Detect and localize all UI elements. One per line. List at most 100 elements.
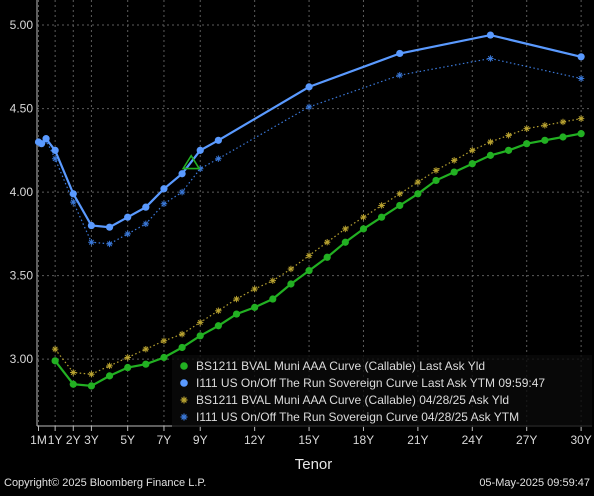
data-point: [323, 253, 331, 261]
series-line: [54, 118, 582, 375]
data-point: [87, 221, 96, 230]
data-point: [214, 322, 222, 330]
data-point: [577, 130, 585, 138]
triangle-marker-icon: [181, 154, 201, 170]
x-tick-label: 3Y: [84, 433, 99, 447]
data-point: [469, 147, 476, 154]
data-point: [486, 151, 495, 159]
data-point: [396, 190, 403, 197]
data-point: [142, 220, 150, 228]
timestamp-text: 05-May-2025 09:59:47: [479, 477, 590, 489]
data-point: [215, 307, 222, 314]
data-point: [37, 140, 46, 148]
data-point: [106, 240, 113, 248]
data-point: [378, 202, 385, 209]
x-tick-label: 21Y: [407, 433, 428, 447]
data-point: [504, 146, 513, 154]
data-point: [51, 146, 59, 154]
data-point: [414, 190, 422, 198]
data-point: [251, 285, 258, 293]
legend-marker: [180, 362, 188, 370]
data-point: [505, 132, 512, 139]
data-point: [396, 201, 404, 210]
data-point: [105, 223, 114, 231]
legend-box: [172, 355, 592, 427]
data-point: [105, 372, 114, 380]
data-point: [232, 310, 241, 318]
data-point: [69, 380, 77, 388]
series-line: [54, 132, 582, 388]
y-tick-label: 3.50: [10, 269, 34, 283]
data-point: [124, 213, 132, 221]
data-point: [88, 371, 95, 378]
data-point: [378, 213, 386, 221]
legend-entry: BS1211 BVAL Muni AAA Curve (Callable) La…: [196, 359, 485, 373]
x-tick-label: 2Y: [66, 433, 81, 447]
data-point: [142, 203, 150, 211]
data-point: [124, 363, 132, 372]
x-tick-label: 30Y: [570, 433, 591, 447]
data-point: [487, 55, 494, 62]
data-point: [178, 170, 186, 178]
data-point: [487, 138, 494, 146]
data-point: [342, 225, 349, 233]
data-point: [70, 369, 77, 376]
data-point: [541, 122, 549, 129]
data-point: [577, 75, 585, 82]
legend-marker: [180, 379, 188, 387]
y-tick-label: 5.00: [10, 18, 34, 32]
data-point: [70, 198, 77, 206]
y-tick-label: 4.00: [10, 185, 34, 199]
data-point: [42, 135, 50, 143]
legend-entry: I111 US On/Off The Run Sovereign Curve 0…: [196, 410, 519, 424]
legend-entry: I111 US On/Off The Run Sovereign Curve L…: [196, 376, 545, 390]
data-point: [323, 239, 331, 246]
x-tick-label: 18Y: [353, 433, 374, 447]
legend-marker: [180, 396, 188, 404]
data-point: [178, 188, 186, 196]
data-point: [196, 332, 204, 340]
data-point: [142, 360, 150, 368]
legend-marker: [180, 413, 188, 421]
data-point: [178, 330, 186, 338]
legend-entry: BS1211 BVAL Muni AAA Curve (Callable) 04…: [196, 393, 509, 407]
data-point: [305, 267, 313, 275]
data-point: [450, 157, 458, 164]
data-point: [51, 345, 59, 353]
data-point: [559, 118, 567, 126]
data-point: [287, 265, 295, 273]
x-tick-label: 5Y: [120, 433, 135, 447]
data-point: [523, 140, 531, 148]
data-point: [124, 230, 131, 238]
data-point: [450, 168, 458, 176]
data-point: [178, 343, 186, 352]
data-point: [577, 115, 585, 122]
data-point: [396, 49, 404, 58]
x-tick-label: 9Y: [193, 433, 208, 447]
data-point: [124, 354, 131, 361]
series-line: [37, 33, 582, 229]
x-tick-label: 7Y: [157, 433, 172, 447]
data-point: [360, 213, 367, 221]
x-tick-label: 24Y: [462, 433, 483, 447]
x-tick-label: 1Y: [48, 433, 63, 447]
data-point: [577, 53, 585, 61]
data-point: [88, 239, 95, 246]
data-point: [269, 277, 276, 284]
data-point: [305, 252, 313, 259]
x-tick-label: 15Y: [298, 433, 319, 447]
data-point: [160, 185, 168, 193]
x-tick-label: 1M: [30, 433, 47, 447]
data-point: [341, 238, 349, 246]
data-point: [160, 337, 168, 344]
data-point: [69, 190, 77, 198]
copyright-text: Copyright© 2025 Bloomberg Finance L.P.: [4, 477, 207, 489]
data-point: [196, 146, 204, 154]
data-point: [396, 71, 403, 79]
data-point: [559, 133, 567, 141]
y-tick-label: 3.00: [10, 352, 34, 366]
data-point: [468, 160, 476, 168]
data-point: [160, 200, 168, 208]
data-point: [432, 167, 440, 174]
